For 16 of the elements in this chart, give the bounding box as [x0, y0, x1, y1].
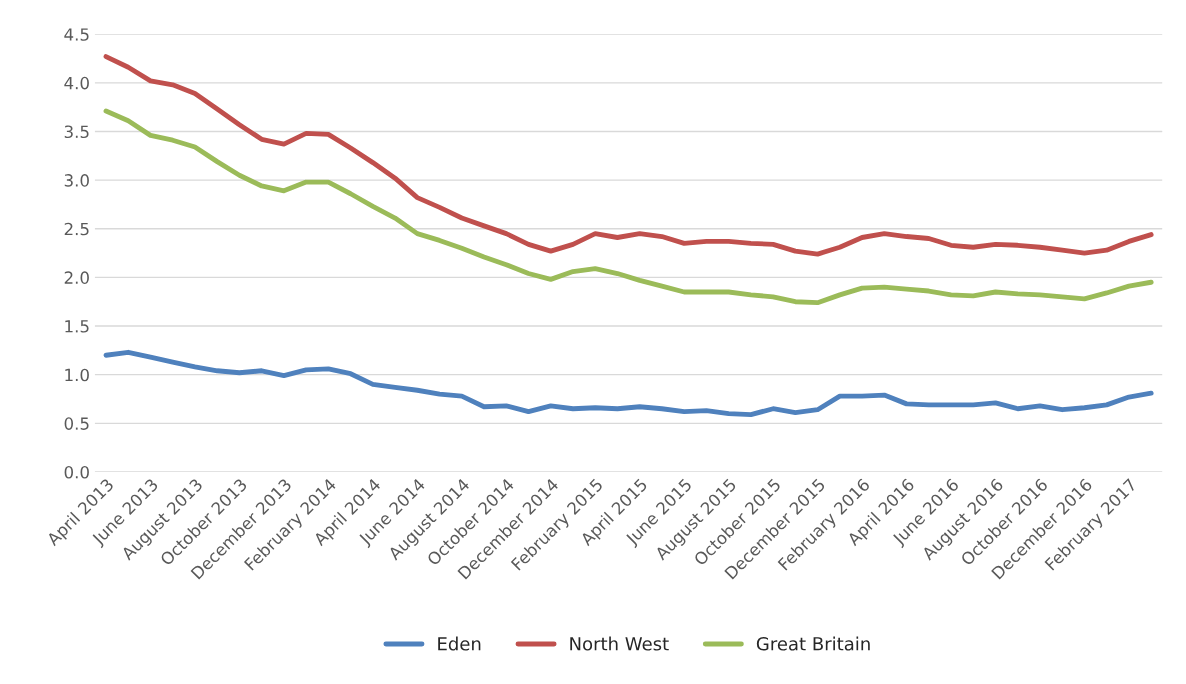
legend-label: Eden [438, 636, 481, 651]
legend-label: North West [570, 636, 669, 651]
y-tick-label: 4.0 [64, 76, 89, 90]
y-tick-label: 2.0 [64, 271, 89, 284]
y-tick-label: 0.5 [64, 417, 89, 430]
line-series [103, 108, 1154, 306]
y-tick-label: 0.0 [64, 465, 89, 479]
legend-label: Great Britain [756, 636, 870, 651]
line-series [103, 349, 1154, 417]
y-tick-label: 3.5 [64, 125, 89, 139]
y-tick-label: 4.5 [64, 28, 89, 41]
line-series [103, 54, 1154, 257]
y-tick-label: 1.5 [65, 320, 89, 333]
y-tick-label: 3.0 [64, 174, 89, 187]
y-tick-label: 1.0 [65, 368, 89, 382]
y-tick-label: 2.5 [64, 222, 89, 236]
